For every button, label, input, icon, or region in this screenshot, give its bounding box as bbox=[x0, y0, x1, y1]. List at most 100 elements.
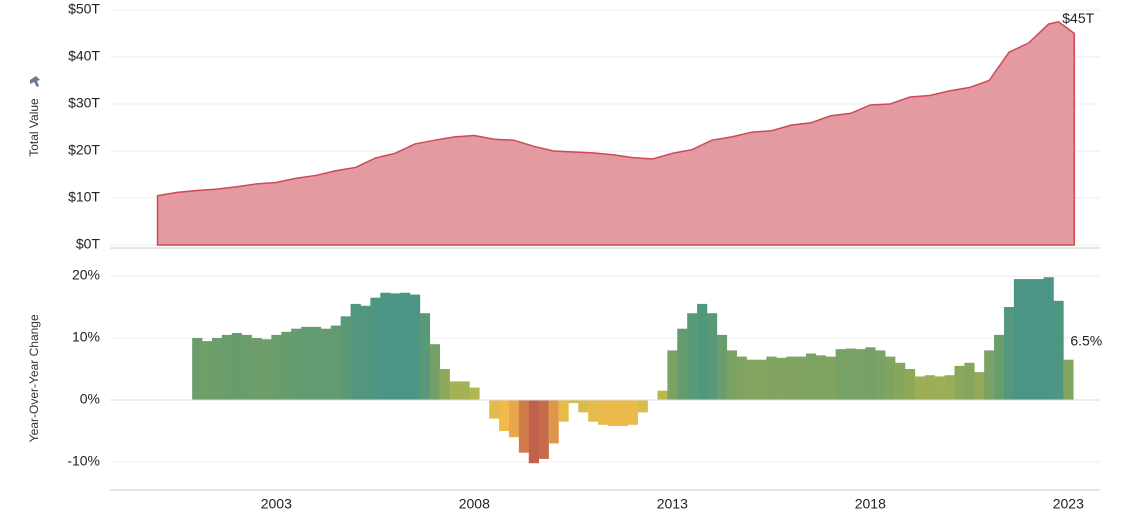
bar bbox=[607, 400, 619, 427]
bar bbox=[716, 334, 728, 400]
y-tick-label: $20T bbox=[68, 142, 100, 158]
bar bbox=[340, 316, 351, 400]
bar bbox=[1013, 279, 1025, 400]
bar bbox=[400, 292, 411, 400]
y-tick-label: $40T bbox=[68, 48, 100, 64]
bar bbox=[578, 400, 589, 413]
bar bbox=[449, 381, 460, 400]
y-tick-label: 20% bbox=[72, 267, 100, 283]
bar bbox=[221, 334, 233, 400]
value-label: $45T bbox=[1062, 10, 1094, 26]
bar bbox=[1063, 359, 1074, 400]
bar bbox=[627, 400, 638, 425]
bar bbox=[439, 369, 450, 400]
bar bbox=[390, 293, 401, 400]
bar bbox=[895, 362, 906, 400]
bar bbox=[330, 325, 341, 400]
y-tick-label: $10T bbox=[68, 189, 100, 205]
bar bbox=[202, 341, 213, 400]
bar bbox=[1033, 279, 1044, 400]
bar bbox=[211, 338, 223, 400]
bar bbox=[687, 313, 698, 400]
y-tick-label: 10% bbox=[72, 329, 100, 345]
bar bbox=[904, 369, 916, 400]
bar bbox=[875, 350, 886, 400]
bar bbox=[241, 334, 252, 400]
bar bbox=[281, 331, 292, 400]
bar bbox=[598, 400, 609, 425]
bar bbox=[994, 334, 1005, 400]
bar bbox=[1043, 277, 1054, 400]
bar bbox=[667, 350, 678, 400]
y-tick-label: 0% bbox=[80, 391, 100, 407]
bar bbox=[489, 400, 500, 419]
bar bbox=[558, 400, 569, 422]
bar bbox=[825, 356, 836, 400]
pin-icon bbox=[30, 76, 40, 87]
bar bbox=[508, 400, 520, 438]
bar bbox=[310, 326, 322, 400]
value-label: 6.5% bbox=[1070, 332, 1102, 348]
y-axis-label: Total Value bbox=[27, 98, 41, 157]
bar bbox=[845, 348, 856, 400]
bar bbox=[914, 376, 926, 400]
area bbox=[156, 20, 1076, 246]
bar bbox=[251, 338, 262, 400]
bar bbox=[231, 333, 242, 400]
bar bbox=[1003, 307, 1015, 400]
bar bbox=[360, 305, 371, 400]
y-axis-label: Year-Over-Year Change bbox=[27, 314, 41, 442]
bar bbox=[954, 365, 965, 400]
x-tick-label: 2008 bbox=[459, 496, 490, 512]
x-tick-label: 2018 bbox=[855, 496, 886, 512]
bar bbox=[518, 400, 530, 453]
bar bbox=[548, 400, 559, 444]
bar bbox=[756, 359, 767, 400]
bar bbox=[469, 387, 480, 400]
bar bbox=[776, 357, 787, 400]
bar bbox=[499, 400, 510, 431]
bar bbox=[617, 400, 629, 427]
bar bbox=[746, 359, 757, 400]
y-tick-label: $50T bbox=[68, 1, 100, 17]
bar bbox=[974, 372, 985, 400]
bar bbox=[271, 334, 282, 400]
bar bbox=[261, 339, 272, 400]
x-tick-label: 2003 bbox=[261, 496, 292, 512]
bar bbox=[1053, 300, 1064, 400]
bar bbox=[301, 326, 312, 400]
y-tick-label: -10% bbox=[67, 453, 100, 469]
bar bbox=[885, 356, 896, 400]
bar bbox=[865, 347, 876, 400]
bar bbox=[528, 400, 539, 464]
bar bbox=[459, 381, 470, 400]
bar bbox=[855, 349, 866, 400]
bar bbox=[934, 376, 945, 400]
bar bbox=[736, 356, 747, 400]
y-tick-label: $30T bbox=[68, 95, 100, 111]
y-tick-label: $0T bbox=[76, 236, 101, 252]
bar bbox=[657, 390, 668, 400]
bar bbox=[429, 344, 440, 400]
bar bbox=[409, 294, 421, 400]
bar bbox=[805, 353, 817, 400]
bar bbox=[924, 375, 935, 400]
bar bbox=[964, 362, 975, 400]
bar bbox=[766, 356, 777, 400]
bar bbox=[726, 350, 737, 400]
bar bbox=[944, 375, 955, 400]
bar bbox=[835, 349, 846, 400]
bar bbox=[192, 338, 203, 400]
bar bbox=[706, 313, 718, 400]
x-tick-label: 2013 bbox=[657, 496, 688, 512]
x-tick-label: 2023 bbox=[1053, 496, 1084, 512]
bar bbox=[677, 328, 688, 400]
bar bbox=[291, 328, 302, 400]
bar bbox=[419, 313, 431, 400]
bar bbox=[588, 400, 599, 422]
bar bbox=[320, 328, 332, 400]
bar bbox=[370, 297, 381, 400]
bar bbox=[786, 356, 797, 400]
bar bbox=[380, 292, 391, 400]
